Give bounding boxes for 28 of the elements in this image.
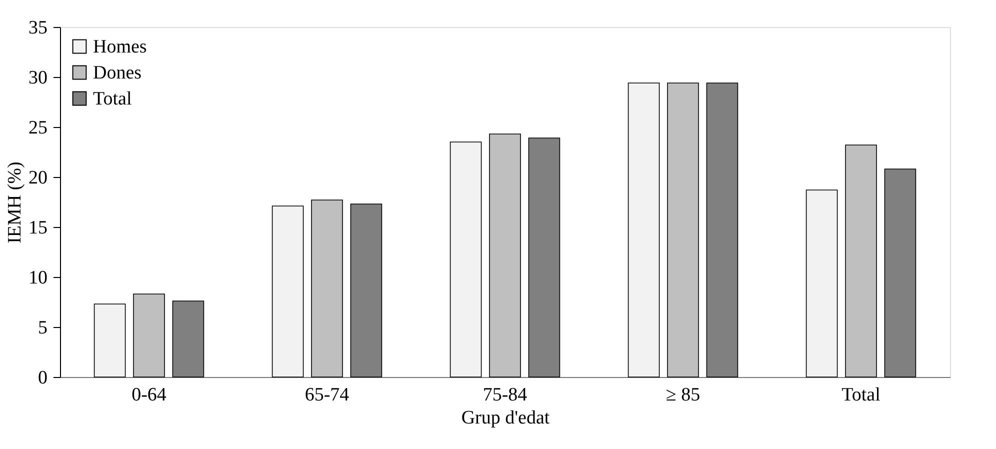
legend-label: Homes: [93, 36, 147, 58]
y-tick-label: 5: [38, 318, 48, 338]
x-tick-label: ≥ 85: [666, 384, 700, 406]
y-tick-label: 10: [28, 268, 48, 288]
bar: [272, 206, 304, 378]
bar: [94, 304, 126, 378]
legend-label: Dones: [93, 62, 142, 84]
x-tick-label: 0-64: [132, 384, 167, 406]
legend-label: Total: [93, 88, 132, 110]
x-tick-label: Total: [842, 384, 880, 406]
y-axis-title: IEMH (%): [4, 162, 26, 244]
bar: [450, 142, 482, 378]
bar: [133, 294, 165, 378]
y-tick-label: 20: [28, 168, 48, 188]
bar: [806, 190, 838, 378]
y-tick-label: 25: [28, 118, 48, 138]
x-tick-label: 65-74: [304, 384, 350, 406]
y-tick-label: 30: [28, 68, 48, 88]
bar: [311, 200, 343, 378]
bar: [667, 82, 699, 378]
bar: [489, 134, 521, 378]
x-tick-label: 75-84: [482, 384, 528, 406]
bar: [845, 144, 877, 378]
x-axis-title: Grup d'edat: [461, 408, 550, 428]
y-tick-label: 35: [28, 18, 48, 38]
y-tick-label: 15: [28, 218, 48, 238]
bar: [628, 82, 660, 378]
y-tick-label: 0: [38, 368, 48, 388]
